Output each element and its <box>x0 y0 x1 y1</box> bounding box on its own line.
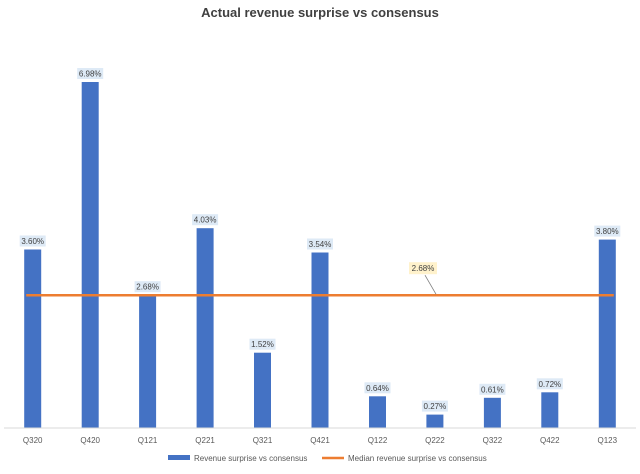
x-tick-label-q422: Q422 <box>540 436 560 445</box>
data-label-box-q122 <box>364 382 391 394</box>
data-label-q421: 3.54% <box>309 240 332 249</box>
median-label: 2.68% <box>412 264 435 273</box>
legend-label-median: Median revenue surprise vs consensus <box>348 454 487 463</box>
x-tick-label-q320: Q320 <box>23 436 43 445</box>
data-label-q222: 0.27% <box>424 402 447 411</box>
median-label-box <box>409 262 437 275</box>
legend-swatch-revenue-surprise <box>168 455 190 460</box>
data-labels-layer: 3.60% 6.98% 2.68% 4.03% 1.52% 3.54% 0.64% 0.27%… <box>19 68 621 412</box>
data-label-box-q420 <box>77 68 104 79</box>
data-label-box-q320 <box>19 235 46 247</box>
data-label-q422: 0.72% <box>538 380 561 389</box>
data-label-q320: 3.60% <box>21 237 44 246</box>
x-tick-label-q222: Q222 <box>425 436 445 445</box>
x-tick-label-q420: Q420 <box>80 436 100 445</box>
data-label-q321: 1.52% <box>251 340 274 349</box>
x-tick-label-q322: Q322 <box>483 436 503 445</box>
bar-q322 <box>483 397 501 428</box>
data-label-q122: 0.64% <box>366 384 389 393</box>
median-label-leader <box>424 274 437 295</box>
chart-title: Actual revenue surprise vs consensus <box>201 5 439 20</box>
legend-label-revenue-surprise: Revenue surprise vs consensus <box>194 454 307 463</box>
data-label-q121: 2.68% <box>136 283 159 292</box>
data-label-box-q422 <box>536 378 563 390</box>
data-label-box-q322 <box>479 383 506 395</box>
bar-q121 <box>139 295 157 428</box>
bar-q421 <box>311 252 329 428</box>
data-label-box-q121 <box>134 281 161 293</box>
data-label-box-q421 <box>307 238 333 250</box>
data-label-box-q321 <box>249 338 276 350</box>
x-tick-label-q122: Q122 <box>368 436 388 445</box>
data-label-q322: 0.61% <box>481 385 504 394</box>
x-tick-label-q321: Q321 <box>253 436 273 445</box>
bar-q420 <box>81 82 99 428</box>
bar-q221 <box>196 228 214 428</box>
x-axis: Q320 Q420 Q121 Q221 Q321 Q421 Q122 Q222 Q322 Q422… <box>4 427 636 445</box>
legend: Revenue surprise vs consensus Median rev… <box>168 454 487 463</box>
x-tick-label-q221: Q221 <box>195 436 215 445</box>
bar-q123 <box>598 239 616 428</box>
data-label-box-q221 <box>192 214 219 226</box>
data-label-box-q222 <box>421 400 448 412</box>
bar-q422 <box>541 392 559 428</box>
x-tick-label-q121: Q121 <box>138 436 158 445</box>
x-tick-label-q123: Q123 <box>598 436 618 445</box>
bar-q122 <box>369 396 386 428</box>
data-label-q221: 4.03% <box>194 216 217 225</box>
bar-q222 <box>426 414 444 428</box>
data-label-q420: 6.98% <box>79 70 102 79</box>
bars-layer <box>24 82 616 428</box>
bar-q320 <box>24 249 42 428</box>
bar-q321 <box>254 352 271 428</box>
data-label-q123: 3.80% <box>596 227 619 236</box>
data-label-box-q123 <box>594 225 621 237</box>
median-layer: 2.68% <box>26 262 614 297</box>
x-tick-label-q421: Q421 <box>310 436 330 445</box>
